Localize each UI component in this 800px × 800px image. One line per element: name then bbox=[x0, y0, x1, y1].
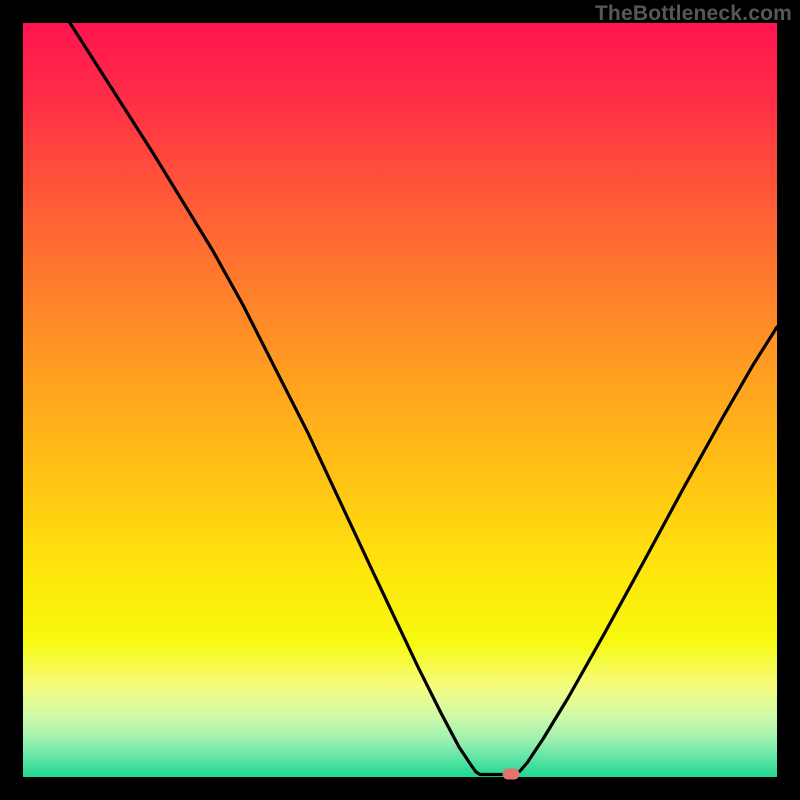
watermark-text: TheBottleneck.com bbox=[595, 2, 792, 26]
plot-background bbox=[23, 23, 777, 777]
optimum-marker bbox=[503, 769, 520, 780]
bottleneck-chart bbox=[0, 0, 800, 800]
chart-frame: TheBottleneck.com bbox=[0, 0, 800, 800]
